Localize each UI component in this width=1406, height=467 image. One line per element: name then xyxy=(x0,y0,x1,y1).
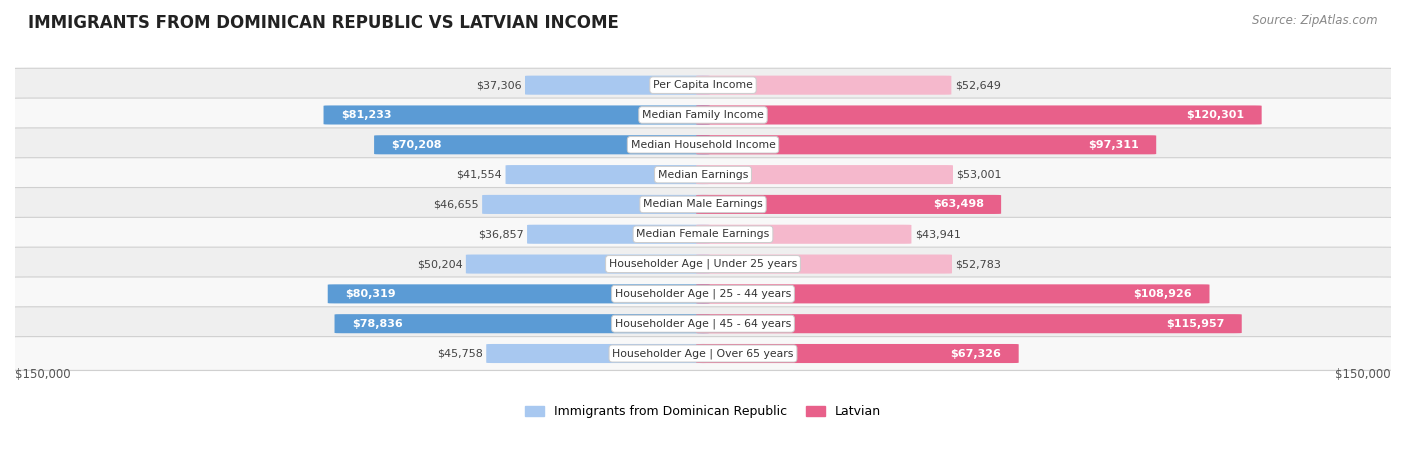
FancyBboxPatch shape xyxy=(374,135,710,154)
Text: $67,326: $67,326 xyxy=(950,348,1001,359)
FancyBboxPatch shape xyxy=(1,188,1405,221)
Text: IMMIGRANTS FROM DOMINICAN REPUBLIC VS LATVIAN INCOME: IMMIGRANTS FROM DOMINICAN REPUBLIC VS LA… xyxy=(28,14,619,32)
Text: Median Family Income: Median Family Income xyxy=(643,110,763,120)
Text: $52,649: $52,649 xyxy=(955,80,1001,90)
FancyBboxPatch shape xyxy=(696,135,1156,154)
Text: $120,301: $120,301 xyxy=(1187,110,1244,120)
FancyBboxPatch shape xyxy=(1,277,1405,311)
Text: $115,957: $115,957 xyxy=(1166,318,1225,329)
Text: $150,000: $150,000 xyxy=(15,368,70,382)
Text: $46,655: $46,655 xyxy=(433,199,478,209)
FancyBboxPatch shape xyxy=(1,68,1405,102)
Text: $45,758: $45,758 xyxy=(437,348,482,359)
FancyBboxPatch shape xyxy=(696,255,952,274)
Text: $50,204: $50,204 xyxy=(416,259,463,269)
FancyBboxPatch shape xyxy=(486,344,710,363)
FancyBboxPatch shape xyxy=(1,217,1405,251)
FancyBboxPatch shape xyxy=(696,195,1001,214)
FancyBboxPatch shape xyxy=(527,225,710,244)
FancyBboxPatch shape xyxy=(1,158,1405,191)
FancyBboxPatch shape xyxy=(506,165,710,184)
FancyBboxPatch shape xyxy=(524,76,710,95)
Text: $41,554: $41,554 xyxy=(457,170,502,180)
Text: $43,941: $43,941 xyxy=(915,229,960,239)
Text: $63,498: $63,498 xyxy=(934,199,984,209)
Text: $53,001: $53,001 xyxy=(956,170,1002,180)
Text: $80,319: $80,319 xyxy=(344,289,395,299)
Text: Per Capita Income: Per Capita Income xyxy=(652,80,754,90)
Text: $78,836: $78,836 xyxy=(352,318,402,329)
FancyBboxPatch shape xyxy=(696,76,952,95)
Text: Median Male Earnings: Median Male Earnings xyxy=(643,199,763,209)
Text: $97,311: $97,311 xyxy=(1088,140,1139,150)
FancyBboxPatch shape xyxy=(696,284,1209,304)
Text: $52,783: $52,783 xyxy=(956,259,1001,269)
FancyBboxPatch shape xyxy=(696,165,953,184)
FancyBboxPatch shape xyxy=(482,195,710,214)
FancyBboxPatch shape xyxy=(328,284,710,304)
Text: $37,306: $37,306 xyxy=(477,80,522,90)
Text: Householder Age | Over 65 years: Householder Age | Over 65 years xyxy=(612,348,794,359)
Legend: Immigrants from Dominican Republic, Latvian: Immigrants from Dominican Republic, Latv… xyxy=(520,400,886,423)
Text: $108,926: $108,926 xyxy=(1133,289,1192,299)
Text: Median Household Income: Median Household Income xyxy=(630,140,776,150)
Text: $36,857: $36,857 xyxy=(478,229,523,239)
Text: Householder Age | 45 - 64 years: Householder Age | 45 - 64 years xyxy=(614,318,792,329)
FancyBboxPatch shape xyxy=(696,344,1019,363)
FancyBboxPatch shape xyxy=(696,225,911,244)
FancyBboxPatch shape xyxy=(1,98,1405,132)
FancyBboxPatch shape xyxy=(1,247,1405,281)
Text: Householder Age | Under 25 years: Householder Age | Under 25 years xyxy=(609,259,797,269)
Text: $150,000: $150,000 xyxy=(1336,368,1391,382)
FancyBboxPatch shape xyxy=(696,106,1261,125)
Text: $70,208: $70,208 xyxy=(391,140,441,150)
Text: $81,233: $81,233 xyxy=(340,110,391,120)
FancyBboxPatch shape xyxy=(696,314,1241,333)
Text: Median Female Earnings: Median Female Earnings xyxy=(637,229,769,239)
Text: Source: ZipAtlas.com: Source: ZipAtlas.com xyxy=(1253,14,1378,27)
FancyBboxPatch shape xyxy=(1,337,1405,370)
FancyBboxPatch shape xyxy=(1,307,1405,340)
Text: Householder Age | 25 - 44 years: Householder Age | 25 - 44 years xyxy=(614,289,792,299)
FancyBboxPatch shape xyxy=(465,255,710,274)
FancyBboxPatch shape xyxy=(323,106,710,125)
Text: Median Earnings: Median Earnings xyxy=(658,170,748,180)
FancyBboxPatch shape xyxy=(335,314,710,333)
FancyBboxPatch shape xyxy=(1,128,1405,162)
